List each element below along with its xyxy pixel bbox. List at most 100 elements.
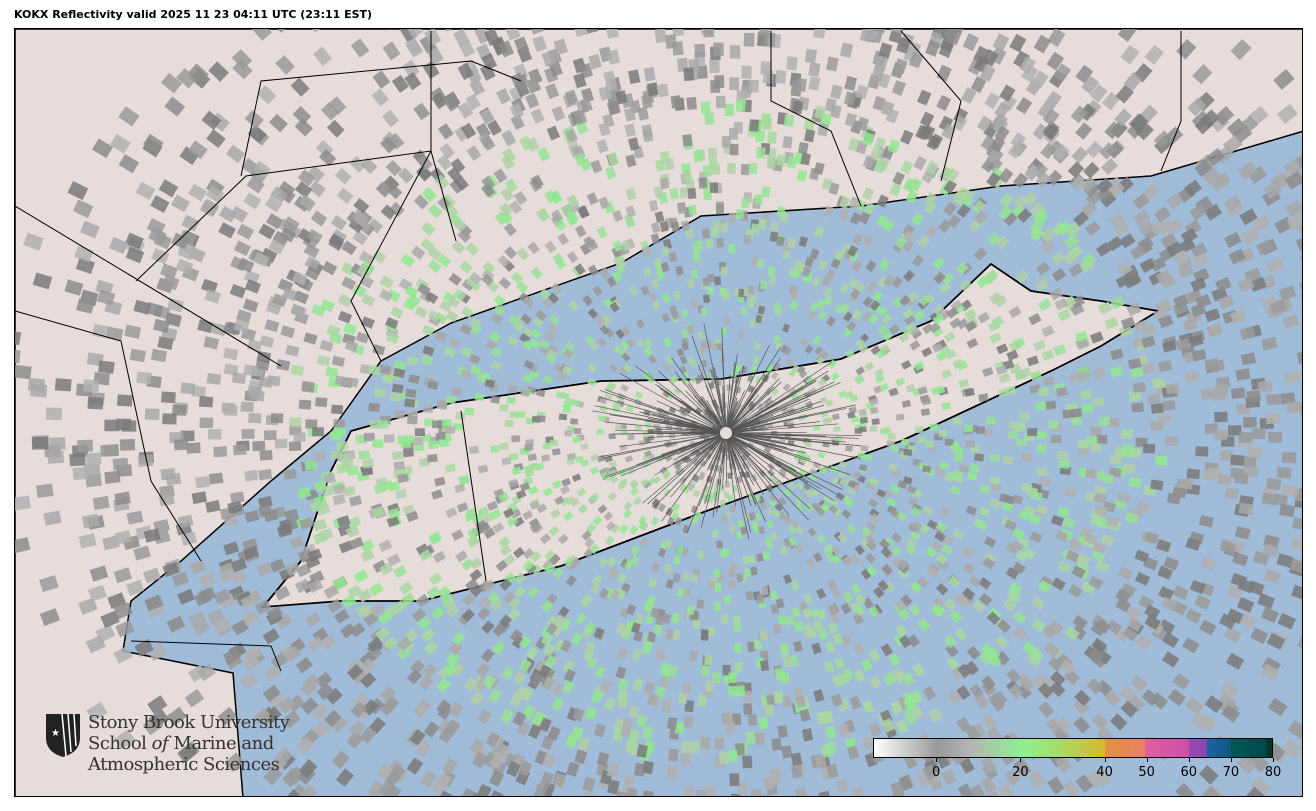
echo-bin — [148, 709, 170, 729]
echo-bin — [411, 607, 427, 623]
echo-bin — [816, 608, 827, 621]
echo-bin — [1016, 683, 1032, 700]
echo-bin — [501, 154, 516, 170]
echo-bin — [596, 454, 606, 463]
echo-bin — [714, 737, 725, 750]
echo-bin — [1265, 412, 1281, 425]
echo-bin — [378, 539, 393, 552]
echo-bin — [743, 450, 751, 458]
echo-ray — [609, 414, 727, 434]
echo-bin — [207, 608, 225, 625]
echo-bin — [545, 83, 560, 100]
echo-bin — [331, 355, 346, 367]
echo-bin — [477, 607, 491, 621]
echo-bin — [136, 371, 152, 385]
echo-bin — [1130, 675, 1148, 692]
echo-bin — [493, 294, 506, 307]
echo-bin — [820, 502, 830, 512]
echo-bin — [351, 208, 368, 225]
echo-bin — [1204, 203, 1223, 221]
echo-bin — [946, 306, 959, 319]
echo-bin — [446, 604, 461, 618]
echo-bin — [835, 491, 845, 501]
echo-ray — [725, 432, 863, 437]
echo-bin — [1221, 704, 1241, 723]
echo-bin — [795, 481, 805, 491]
echo-bin — [417, 616, 432, 631]
echo-bin — [378, 780, 396, 796]
echo-bin — [459, 323, 473, 335]
echo-bin — [755, 314, 763, 324]
echo-bin — [1135, 122, 1154, 141]
echo-bin — [1064, 625, 1080, 641]
echo-bin — [468, 353, 481, 365]
echo-bin — [360, 539, 375, 552]
echo-bin — [1296, 350, 1302, 365]
echo-bin — [760, 113, 771, 126]
echo-bin — [345, 525, 360, 538]
echo-bin — [315, 671, 333, 689]
echo-bin — [931, 596, 945, 609]
echo-bin — [78, 533, 97, 549]
echo-bin — [540, 632, 554, 647]
echo-bin — [420, 434, 432, 443]
echo-bin — [1141, 361, 1156, 374]
echo-bin — [866, 520, 877, 531]
echo-bin — [943, 179, 958, 194]
echo-bin — [1172, 672, 1191, 690]
echo-bin — [469, 738, 485, 755]
echo-bin — [289, 417, 302, 428]
echo-bin — [860, 658, 873, 672]
echo-bin — [465, 276, 479, 289]
echo-bin — [179, 146, 200, 166]
echo-bin — [998, 387, 1010, 398]
echo-bin — [499, 578, 512, 591]
echo-bin — [720, 327, 727, 336]
echo-bin — [868, 722, 882, 737]
echo-bin — [697, 694, 707, 707]
echo-ray — [681, 432, 727, 435]
echo-bin — [907, 634, 920, 648]
echo-bin — [227, 500, 243, 514]
echo-bin — [1133, 319, 1149, 333]
echo-bin — [547, 725, 561, 741]
echo-ray — [725, 398, 810, 434]
echo-bin — [78, 597, 98, 615]
echo-bin — [881, 563, 893, 576]
echo-bin — [787, 524, 797, 534]
radar-map[interactable] — [14, 28, 1303, 797]
echo-bin — [1144, 44, 1164, 65]
echo-bin — [54, 378, 72, 392]
echo-bin — [651, 278, 661, 289]
echo-bin — [550, 508, 561, 519]
echo-bin — [1128, 476, 1142, 488]
echo-bin — [263, 765, 283, 786]
echo-bin — [541, 752, 556, 769]
echo-bin — [558, 413, 568, 421]
echo-bin — [489, 752, 505, 769]
echo-bin — [1127, 357, 1142, 370]
echo-bin — [525, 646, 539, 660]
echo-bin — [692, 252, 701, 263]
echo-bin — [1217, 294, 1235, 310]
echo-bin — [1236, 754, 1258, 775]
echo-bin — [242, 298, 259, 313]
echo-bin — [588, 53, 602, 70]
echo-bin — [1085, 468, 1098, 479]
echo-bin — [448, 641, 463, 656]
echo-bin — [461, 558, 474, 571]
echo-bin — [799, 708, 811, 722]
echo-bin — [1057, 450, 1069, 460]
echo-bin — [822, 545, 833, 556]
echo-bin — [1295, 150, 1302, 170]
echo-bin — [696, 331, 704, 340]
echo-bin — [1117, 29, 1138, 42]
echo-bin — [1037, 682, 1054, 699]
echo-bin — [501, 129, 516, 145]
echo-bin — [1096, 434, 1108, 444]
echo-bin — [622, 509, 633, 519]
echo-bin — [765, 364, 774, 373]
echo-bin — [898, 774, 913, 791]
echo-bin — [670, 95, 682, 109]
echo-bin — [864, 361, 875, 372]
